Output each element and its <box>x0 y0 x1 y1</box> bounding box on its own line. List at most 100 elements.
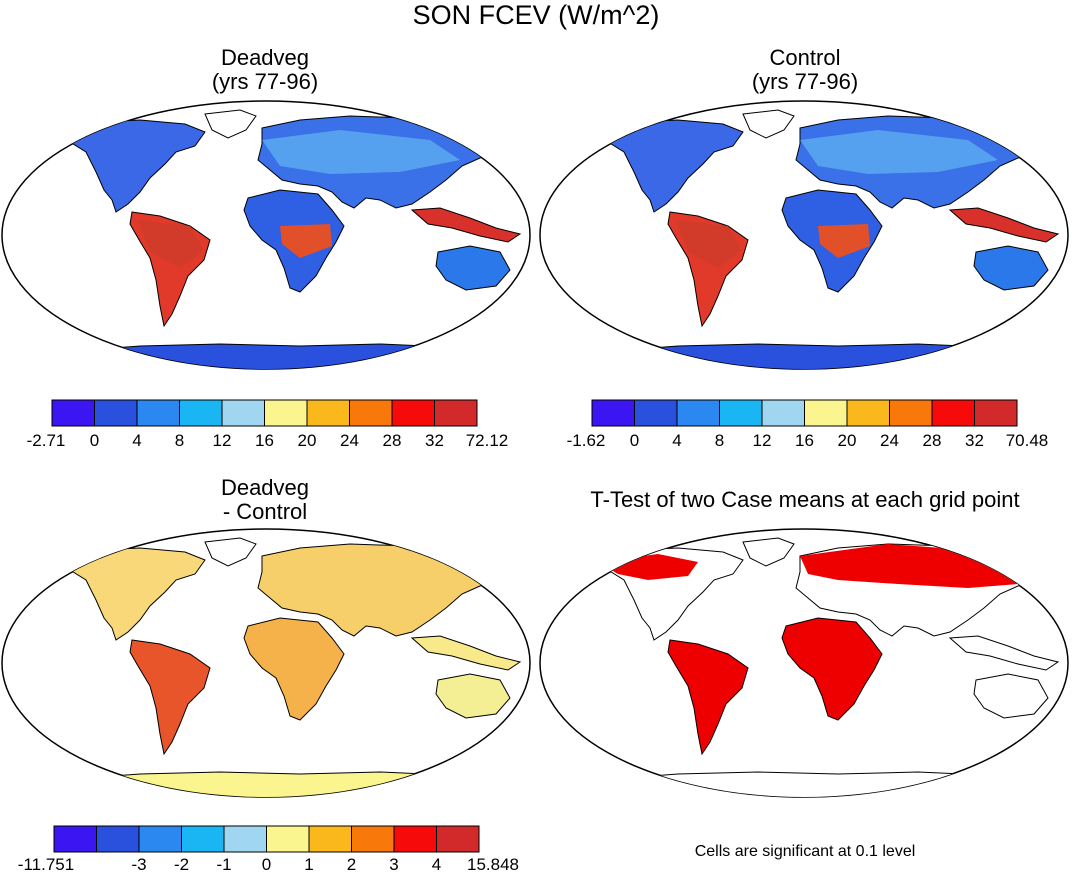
greenland-land <box>204 537 257 567</box>
colorbar-tick-label: 16 <box>795 431 814 450</box>
colorbar-tick-label: 28 <box>383 431 402 450</box>
colorbar-tick-label: -2 <box>174 855 189 873</box>
colorbar-tick-label: 15.848 <box>467 855 519 873</box>
panel-title-line2: (yrs 77-96) <box>751 69 859 94</box>
colorbar-tick-label: 1 <box>304 855 313 873</box>
colorbar-swatch <box>931 399 975 427</box>
colorbar-tick-label: 12 <box>753 431 772 450</box>
colorbar-deadveg: -2.71 0 4 8 12 16 20 24 28 32 72.12 <box>27 399 508 450</box>
colorbar-tick-label: -11.751 <box>18 855 74 873</box>
panel-title-line1: T-Test of two Case means at each grid po… <box>590 487 1020 512</box>
colorbar-tick-label: 32 <box>965 431 984 450</box>
colorbar-swatch <box>179 399 223 427</box>
panel-title-line1: Control <box>769 45 841 70</box>
colorbar-tick-label: 12 <box>213 431 232 450</box>
colorbar-swatch <box>221 399 265 427</box>
colorbar-swatch <box>436 825 480 853</box>
colorbar-control: -1.62 0 4 8 12 16 20 24 28 32 70.48 <box>567 399 1049 450</box>
colorbar-swatch <box>308 825 352 853</box>
panel-title-line1: Deadveg <box>220 475 310 500</box>
colorbar-swatch <box>349 399 393 427</box>
congo-high-flux <box>818 224 870 258</box>
colorbar-tick-label: 4 <box>132 431 141 450</box>
colorbar-tick-label: 16 <box>255 431 274 450</box>
australia-land <box>435 673 511 719</box>
colorbar-swatch <box>676 399 720 427</box>
colorbar-tick-label: 0 <box>630 431 639 450</box>
colorbar-tick-label: -3 <box>131 855 146 873</box>
colorbar-tick-label: 20 <box>298 431 317 450</box>
colorbar-tick-label: 72.12 <box>466 431 509 450</box>
panel-title-ttest: T-Test of two Case means at each grid po… <box>540 488 1070 512</box>
colorbar-swatch <box>136 399 180 427</box>
map-control <box>539 100 1069 370</box>
colorbar-tick-label: 4 <box>432 855 441 873</box>
colorbar-swatch <box>393 825 437 853</box>
colorbar-tick-label: 20 <box>838 431 857 450</box>
colorbar-swatch <box>181 825 225 853</box>
colorbar-tick-label: 28 <box>923 431 942 450</box>
map-difference <box>1 528 531 798</box>
colorbar-swatch <box>306 399 350 427</box>
colorbar-tick-label: -2.71 <box>27 431 66 450</box>
panel-title-line2: (yrs 77-96) <box>211 69 319 94</box>
colorbar-tick-label: 2 <box>347 855 356 873</box>
namerica-land <box>59 119 206 213</box>
seasia-land <box>948 207 1060 243</box>
africa-land <box>243 617 345 721</box>
colorbar-swatch <box>53 825 97 853</box>
north-eurasia-flux <box>800 130 998 174</box>
greenland-land <box>742 537 795 567</box>
panel-title-deadveg: Deadveg (yrs 77-96) <box>100 46 430 94</box>
colorbar-swatch <box>94 399 138 427</box>
colorbar-tick-label: 24 <box>340 431 359 450</box>
colorbar-tick-label: 4 <box>672 431 681 450</box>
seasia-land <box>948 635 1060 671</box>
africa-land <box>781 617 883 721</box>
panel-title-control: Control (yrs 77-96) <box>640 46 970 94</box>
colorbar-swatch <box>96 825 140 853</box>
samerica-land <box>667 639 749 756</box>
colorbar-swatch <box>974 399 1018 427</box>
colorbar-swatch <box>889 399 933 427</box>
figure-title: SON FCEV (W/m^2) <box>412 0 660 30</box>
greenland-land <box>742 109 795 139</box>
colorbar-tick-label: -1 <box>216 855 231 873</box>
seasia-land <box>410 207 522 243</box>
colorbar-swatch <box>719 399 763 427</box>
colorbar-tick-label: -1.62 <box>567 431 606 450</box>
colorbar-tick-label: 0 <box>262 855 271 873</box>
colorbar-swatch <box>761 399 805 427</box>
colorbar-tick-label: 8 <box>175 431 184 450</box>
namerica-land <box>597 119 744 213</box>
colorbar-difference: -11.751 -3 -2 -1 0 1 2 3 4 15.848 <box>18 825 519 873</box>
colorbar-swatch <box>634 399 678 427</box>
panel-title-line1: Deadveg <box>220 45 310 70</box>
colorbar-tick-label: 8 <box>715 431 724 450</box>
colorbar-swatch <box>391 399 435 427</box>
australia-land <box>435 245 511 291</box>
colorbar-tick-label: 32 <box>425 431 444 450</box>
colorbar-swatch <box>266 825 310 853</box>
amazon-high-flux <box>676 220 742 268</box>
panel-title-line2: - Control <box>222 499 308 524</box>
colorbar-tick-label: 70.48 <box>1006 431 1049 450</box>
colorbar-swatch <box>434 399 478 427</box>
colorbar-tick-label: 3 <box>389 855 398 873</box>
map-ttest <box>539 528 1069 798</box>
colorbar-swatch <box>264 399 308 427</box>
significance-note: Cells are significant at 0.1 level <box>694 843 916 860</box>
colorbar-swatch <box>138 825 182 853</box>
colorbar-swatch <box>804 399 848 427</box>
panel-title-difference: Deadveg - Control <box>100 476 430 524</box>
greenland-land <box>204 109 257 139</box>
colorbar-swatch <box>223 825 267 853</box>
congo-high-flux <box>280 224 332 258</box>
colorbar-swatch <box>591 399 635 427</box>
seasia-land <box>410 635 522 671</box>
continents <box>597 109 1060 369</box>
colorbar-swatch <box>351 825 395 853</box>
map-deadveg <box>1 100 531 370</box>
australia-land <box>973 673 1049 719</box>
colorbar-swatch <box>51 399 95 427</box>
